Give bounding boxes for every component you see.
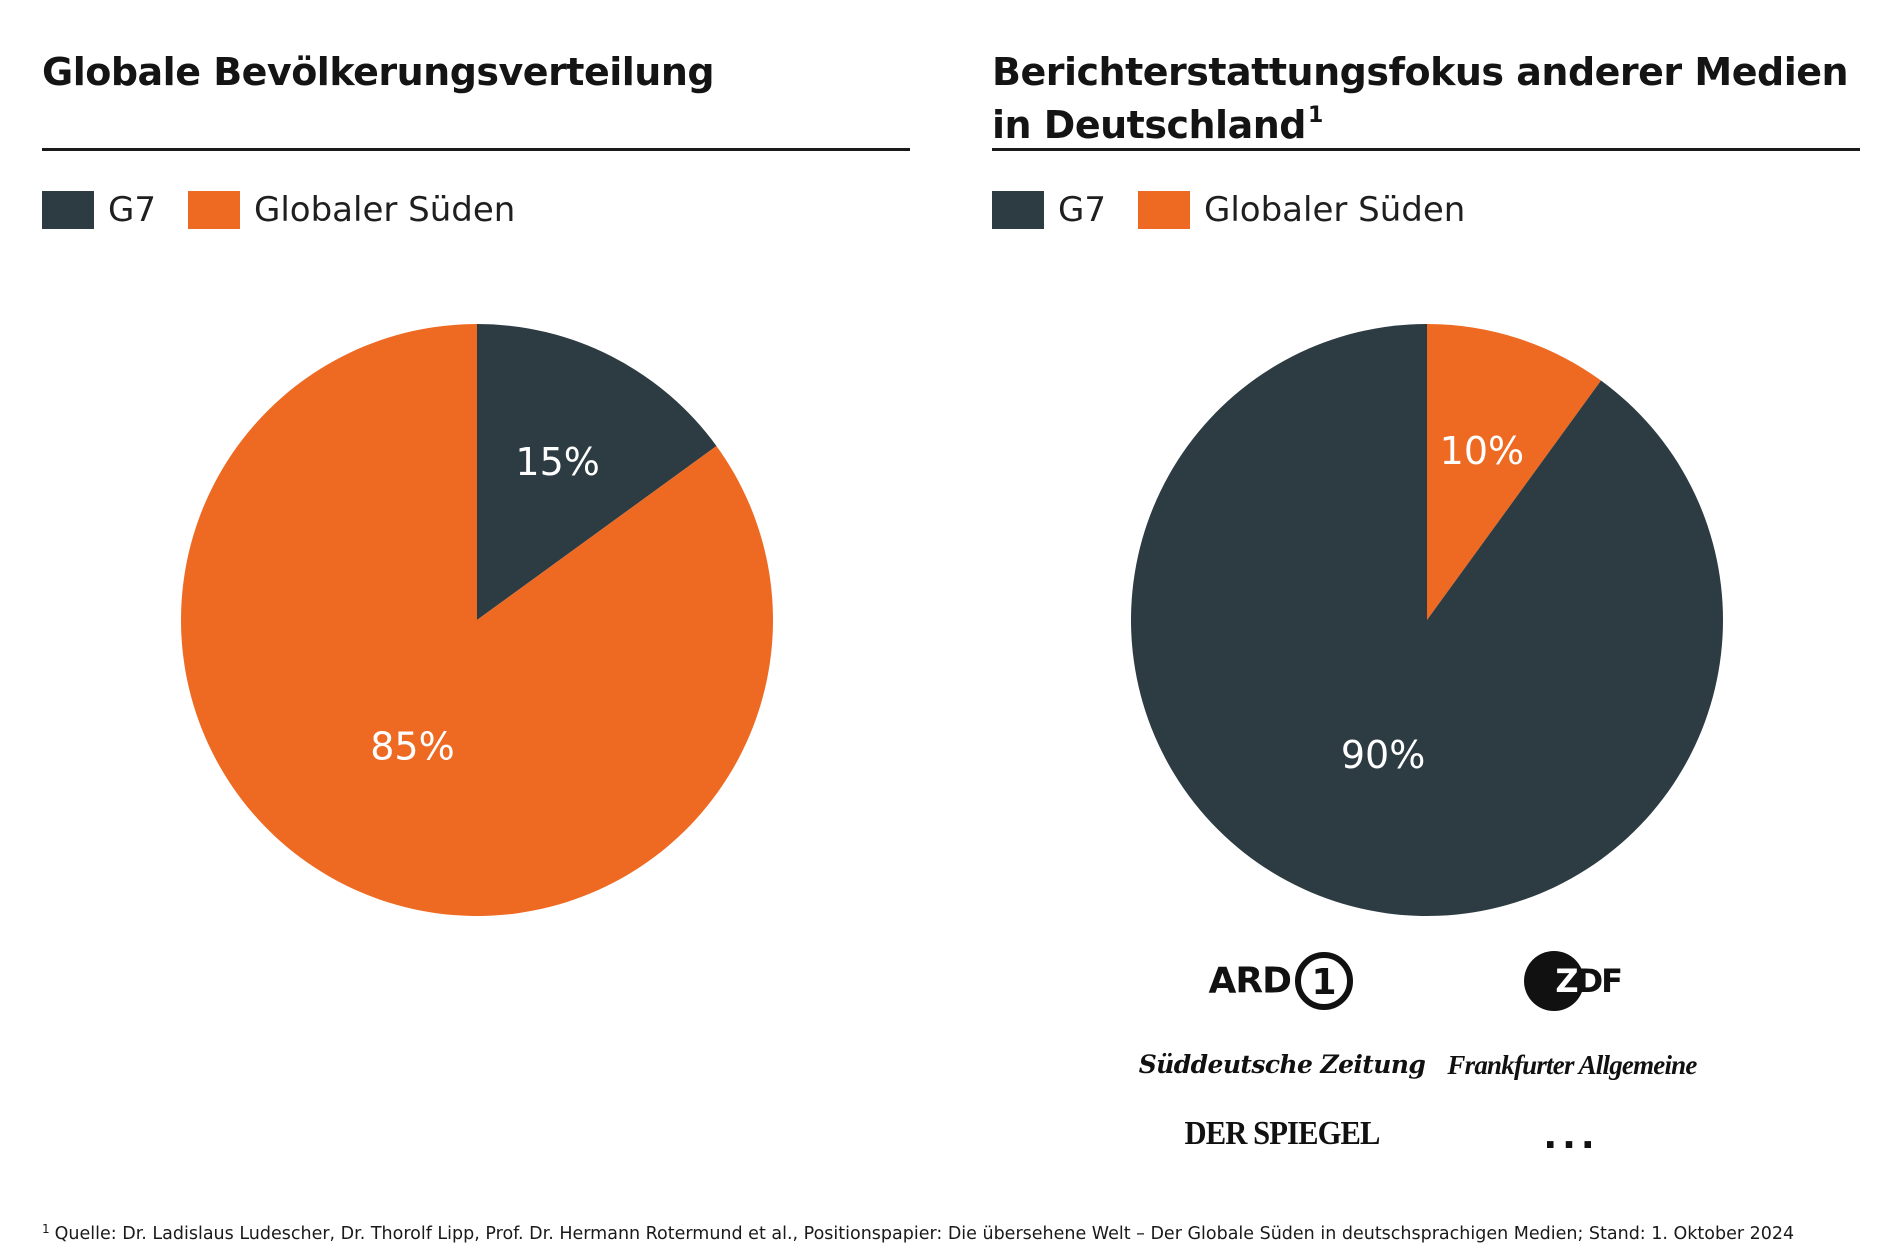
chart-title: Globale Bevölkerungsverteilung	[42, 50, 715, 94]
legend: G7 Globaler Süden	[992, 190, 1497, 230]
pie-label-g7: 15%	[515, 440, 599, 484]
source-footnote: 1 Quelle: Dr. Ladislaus Ludescher, Dr. Th…	[42, 1222, 1872, 1244]
media-focus-chart-panel: Berichterstattungsfokus anderer Medien i…	[992, 0, 1862, 1180]
footnote-marker: 1	[1307, 103, 1323, 128]
zdf-wordmark: ZDF	[1555, 962, 1623, 1000]
title-divider	[992, 148, 1860, 151]
legend-label: Globaler Süden	[1203, 190, 1466, 230]
spiegel-logo: DER SPIEGEL	[1184, 1115, 1380, 1152]
zdf-logo: ZDF	[1427, 950, 1717, 1020]
legend-swatch-globaler-sueden	[187, 191, 240, 229]
title-divider	[42, 148, 910, 151]
legend-label: G7	[108, 190, 156, 230]
ard-wordmark: ARD	[1208, 960, 1292, 1002]
pie-slice-g7	[1131, 324, 1723, 916]
media-logos: ARD 1 ZDF Süddeutsche Zeitung Frankfurte…	[1137, 950, 1717, 1170]
ard-one-numeral: 1	[1312, 962, 1337, 1003]
footnote-text: Quelle: Dr. Ladislaus Ludescher, Dr. Tho…	[54, 1224, 1795, 1244]
population-pie-chart: 15% 85%	[181, 324, 774, 916]
legend-item-g7: G7	[42, 190, 156, 230]
legend: G7 Globaler Süden	[42, 190, 547, 230]
legend-label: Globaler Süden	[253, 190, 516, 230]
ard-one-icon: 1	[1295, 952, 1354, 1010]
legend-swatch-globaler-sueden	[1137, 191, 1190, 229]
chart-title: Berichterstattungsfokus anderer Medien i…	[992, 50, 1849, 147]
zdf-letters-df: DF	[1576, 962, 1623, 1000]
more-media-ellipsis: ...	[1543, 1106, 1601, 1158]
pie-slice-globaler-sueden	[181, 324, 774, 916]
pie-slice-globaler-sueden	[1427, 324, 1601, 620]
pie-label-globaler-sueden: 10%	[1440, 429, 1524, 473]
legend-swatch-g7	[992, 191, 1044, 229]
population-chart-panel: Globale Bevölkerungsverteilung G7 Global…	[42, 0, 912, 1180]
legend-swatch-g7	[42, 191, 94, 229]
pie-label-globaler-sueden: 85%	[370, 725, 454, 769]
sueddeutsche-zeitung-logo: Süddeutsche Zeitung	[1138, 1050, 1426, 1079]
media-focus-pie-chart: 10% 90%	[1131, 324, 1723, 916]
zdf-letter-z: Z	[1555, 962, 1578, 1000]
legend-item-g7: G7	[992, 190, 1106, 230]
ard-logo: ARD 1	[1137, 950, 1427, 1020]
pie-slice-g7	[477, 324, 717, 620]
faz-logo: Frankfurter Allgemeine	[1447, 1050, 1697, 1080]
legend-item-globaler-sueden: Globaler Süden	[187, 190, 516, 230]
footnote-marker: 1	[42, 1222, 50, 1236]
pie-label-g7: 90%	[1341, 733, 1425, 777]
legend-item-globaler-sueden: Globaler Süden	[1137, 190, 1466, 230]
legend-label: G7	[1058, 190, 1106, 230]
